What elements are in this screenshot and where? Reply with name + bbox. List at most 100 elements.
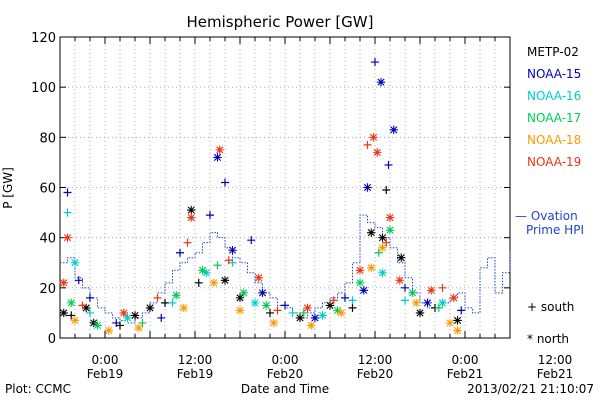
data-point-north — [198, 266, 207, 275]
y-tick-label: 60 — [39, 182, 56, 197]
data-point-north — [337, 308, 346, 318]
data-point-south — [138, 318, 147, 327]
data-point-north — [423, 298, 432, 308]
y-axis-label: P [GW] — [1, 167, 15, 209]
data-point-south — [288, 308, 297, 317]
data-point-south — [224, 256, 233, 265]
data-point-north — [427, 286, 436, 295]
data-point-north — [254, 273, 263, 282]
data-point-south — [348, 303, 357, 312]
data-point-north — [389, 125, 398, 135]
x-tick-time-label: 12:00 — [358, 353, 393, 367]
data-point-south — [374, 248, 383, 257]
data-point-south — [401, 283, 409, 292]
data-point-north — [303, 303, 312, 313]
data-point-north — [373, 148, 382, 157]
data-point-north — [82, 303, 91, 313]
data-point-north — [412, 298, 421, 308]
data-point-south — [153, 293, 162, 302]
x-tick-date-label: Feb19 — [177, 367, 214, 381]
data-point-south — [348, 296, 357, 305]
data-point-north — [130, 311, 140, 320]
data-point-south — [176, 248, 184, 257]
data-point-north — [385, 225, 395, 235]
y-tick-label: 20 — [39, 282, 56, 297]
x-tick-time-label: 12:00 — [538, 353, 573, 367]
series-noaa-18 — [70, 243, 462, 335]
data-point-north — [325, 301, 335, 310]
data-point-north — [355, 266, 365, 275]
data-point-south — [157, 313, 166, 322]
data-point-south — [329, 296, 338, 305]
data-point-south — [183, 238, 192, 247]
series-noaa-16 — [63, 208, 447, 323]
data-point-north — [445, 318, 455, 328]
x-tick-date-label: Feb21 — [537, 367, 574, 381]
data-point-north — [318, 311, 327, 320]
data-point-south — [63, 188, 72, 197]
data-point-north — [179, 303, 188, 313]
data-point-south — [382, 186, 391, 195]
legend-entry-noaa-19: NOAA-19 — [527, 155, 581, 169]
data-point-north — [119, 308, 128, 318]
y-tick-label: 0 — [48, 332, 56, 347]
data-point-south — [457, 306, 466, 315]
data-point-north — [367, 228, 376, 237]
data-point-south — [247, 236, 256, 245]
x-tick-time-label: 12:00 — [178, 353, 213, 367]
data-point-north — [385, 213, 395, 222]
x-tick-date-label: Feb19 — [87, 367, 124, 381]
data-point-south — [78, 301, 87, 310]
y-tick-label: 100 — [31, 81, 56, 96]
data-point-south — [371, 58, 379, 67]
data-point-north — [235, 306, 245, 315]
data-point-south — [341, 293, 349, 302]
x-tick-time-label: 0:00 — [452, 353, 479, 367]
data-point-north — [213, 153, 222, 162]
series-noaa-19 — [59, 133, 458, 318]
data-point-south — [384, 160, 393, 169]
data-points — [59, 58, 466, 335]
data-point-south — [434, 303, 443, 312]
data-point-north — [228, 246, 237, 255]
data-point-north — [269, 318, 278, 328]
data-point-north — [89, 318, 98, 328]
data-point-south — [168, 298, 177, 307]
legend-entry-noaa-17: NOAA-17 — [527, 111, 581, 125]
x-axis-label: Date and Time — [241, 382, 329, 396]
legend-north-label: * north — [527, 332, 569, 346]
data-point-south — [281, 301, 289, 310]
data-point-north — [359, 286, 368, 295]
data-point-north — [209, 278, 218, 288]
data-point-north — [376, 77, 386, 87]
data-point-north — [202, 268, 211, 277]
data-point-north — [378, 233, 387, 242]
data-point-south — [221, 178, 229, 187]
data-point-north — [408, 288, 417, 298]
y-tick-label: 80 — [39, 131, 56, 146]
data-point-south — [401, 296, 409, 305]
grid-lines — [60, 37, 510, 338]
data-point-north — [262, 301, 271, 310]
y-tick-label: 120 — [31, 31, 56, 46]
data-point-south — [299, 308, 308, 317]
data-point-north — [310, 313, 320, 323]
data-point-south — [63, 208, 72, 217]
plot-timestamp: 2013/02/21 21:10:07 — [467, 382, 594, 396]
data-point-north — [63, 233, 72, 242]
data-point-south — [74, 276, 83, 285]
data-point-north — [258, 288, 267, 298]
data-point-south — [363, 140, 372, 149]
data-point-north — [250, 298, 260, 308]
legend-south-label: + south — [527, 300, 574, 314]
data-point-north — [145, 303, 155, 313]
data-point-south — [86, 308, 94, 317]
data-point-north — [70, 258, 80, 267]
data-point-north — [363, 183, 372, 192]
legend-ovation-label-2: Prime HPI — [526, 223, 584, 237]
data-point-south — [273, 306, 282, 315]
data-point-north — [187, 205, 196, 215]
data-point-south — [213, 261, 222, 270]
data-point-south — [194, 278, 203, 287]
plot-credit: Plot: CCMC — [5, 382, 71, 396]
